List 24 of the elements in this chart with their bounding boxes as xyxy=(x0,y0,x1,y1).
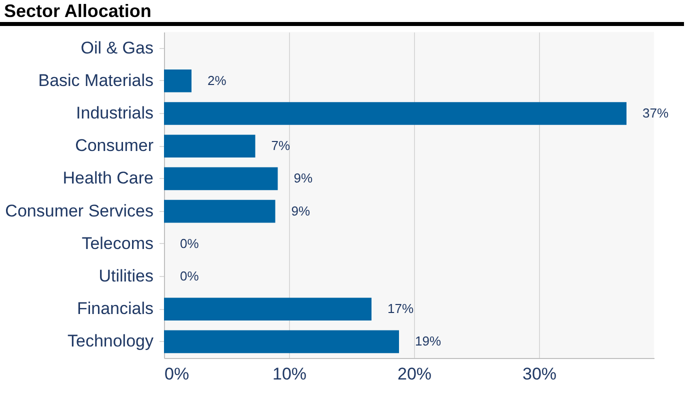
y-tick-label: Consumer Services xyxy=(5,201,154,220)
data-label: 9% xyxy=(291,203,310,218)
y-tick-label: Consumer xyxy=(75,136,154,156)
x-tick-label: 0% xyxy=(164,364,190,384)
data-label: 0% xyxy=(180,236,200,251)
y-tick-label: Oil & Gas xyxy=(80,38,154,58)
data-label: 9% xyxy=(294,170,313,186)
y-tick-label: Technology xyxy=(67,332,154,351)
data-label: 7% xyxy=(271,138,290,154)
y-tick-label: Basic Materials xyxy=(38,70,154,90)
data-label: 37% xyxy=(642,106,669,120)
x-tick-label: 20% xyxy=(397,364,432,384)
x-tick-label: 10% xyxy=(272,364,307,384)
data-label: 0% xyxy=(180,268,200,284)
data-label: 17% xyxy=(388,301,414,316)
data-label: 19% xyxy=(415,334,442,349)
y-tick-label: Industrials xyxy=(76,104,154,122)
y-tick-label: Health Care xyxy=(62,168,154,188)
data-label: 2% xyxy=(208,72,227,88)
y-tick-label: Telecoms xyxy=(82,234,154,253)
y-tick-label: Financials xyxy=(76,299,154,318)
x-tick-label: 30% xyxy=(522,364,557,384)
y-tick-label: Utilities xyxy=(98,266,154,286)
chart-title: Sector Allocation xyxy=(0,0,684,26)
